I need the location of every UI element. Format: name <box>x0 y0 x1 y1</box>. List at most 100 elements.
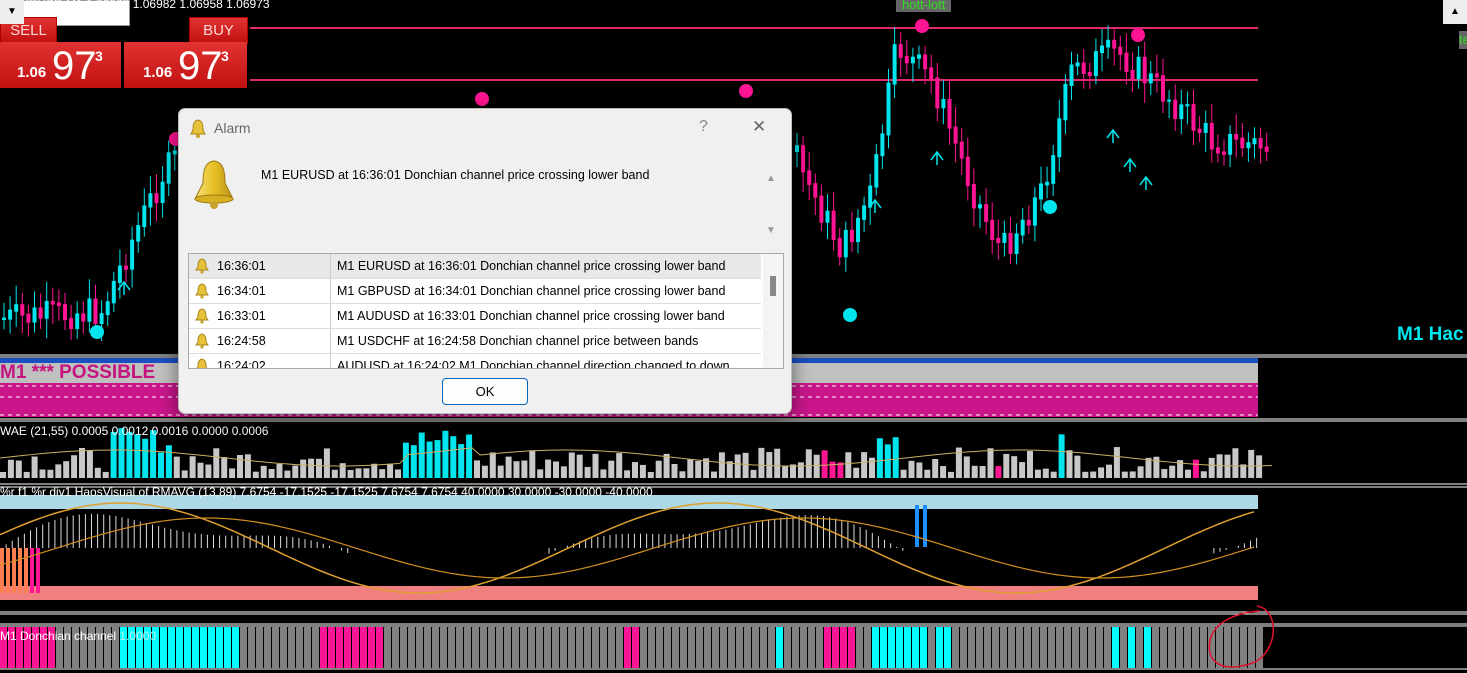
buy-button[interactable]: BUY <box>189 17 248 44</box>
donchian-bar <box>896 627 903 668</box>
overbought-band <box>0 495 1258 509</box>
histogram-bar <box>379 469 386 478</box>
donchian-bar <box>1160 627 1167 668</box>
alert-message: M1 USDCHF at 16:24:58 Donchian channel p… <box>337 334 699 348</box>
histogram-bar <box>695 460 702 478</box>
alert-message: M1 GBPUSD at 16:34:01 Donchian channel p… <box>337 284 726 298</box>
donchian-bar <box>1024 627 1031 668</box>
donchian-bar <box>8 627 15 668</box>
up-arrow-icon <box>1139 175 1153 190</box>
histogram-bar <box>592 453 599 478</box>
histogram-bar <box>276 463 283 478</box>
histogram-bar <box>347 469 354 478</box>
histogram-bar <box>316 458 322 478</box>
candle-body <box>819 195 824 223</box>
scroll-up-arrow-icon[interactable]: ▲ <box>766 173 776 184</box>
buy-price-button[interactable]: 1.06 97 3 <box>124 42 247 88</box>
alert-time: 16:33:01 <box>217 309 266 323</box>
scroll-thumb[interactable] <box>770 276 776 296</box>
signal-dot <box>739 84 753 98</box>
candle-body <box>1063 83 1068 121</box>
lot-size-input[interactable]: 15.00 <box>1403 4 1441 21</box>
candle-body <box>831 210 836 241</box>
donchian-bar <box>432 627 439 668</box>
donchian-bar <box>768 627 775 668</box>
histogram-bar <box>118 428 125 478</box>
candle-body <box>825 210 830 223</box>
donchian-bar <box>648 627 655 668</box>
histogram-bar <box>197 462 204 478</box>
histogram-bar <box>442 430 449 478</box>
histogram-bar <box>924 469 931 478</box>
donchian-bar <box>1136 627 1143 668</box>
donchian-bar <box>256 627 263 668</box>
histogram-bar <box>0 471 6 478</box>
message-scrollbar[interactable]: ▲ ▼ <box>764 167 778 245</box>
histogram-bar <box>221 457 228 478</box>
lot-size-stepper[interactable]: ▼ 15.00 ▲ <box>0 0 1467 26</box>
donchian-bar <box>696 627 703 668</box>
donchian-bar <box>512 627 519 668</box>
donchian-bar <box>392 627 399 668</box>
alert-row[interactable]: 16:34:01 M1 GBPUSD at 16:34:01 Donchian c… <box>189 279 761 304</box>
increase-lot-button[interactable]: ▲ <box>1443 0 1467 24</box>
donchian-bar <box>448 627 455 668</box>
histogram-bar <box>158 452 164 478</box>
donchian-bar <box>792 627 799 668</box>
ok-button[interactable]: OK <box>442 378 528 405</box>
donchian-bar <box>520 627 527 668</box>
donchian-bar <box>720 627 727 668</box>
histogram-bar <box>829 461 836 478</box>
histogram-bar <box>513 461 520 478</box>
histogram-bar <box>426 441 433 478</box>
sell-price-button[interactable]: 1.06 97 3 <box>0 42 121 88</box>
donchian-bar <box>400 627 407 668</box>
candle-body <box>142 205 147 228</box>
donchian-bar <box>776 627 783 668</box>
donchian-bar <box>232 627 239 668</box>
alert-row[interactable]: 16:33:01 M1 AUDUSD at 16:33:01 Donchian c… <box>189 304 761 329</box>
alert-history-list[interactable]: 16:36:01 M1 EURUSD at 16:36:01 Donchian c… <box>188 253 784 369</box>
donchian-bar <box>952 627 959 668</box>
histogram-bar <box>1074 455 1081 478</box>
histogram-bar <box>205 464 212 478</box>
candle-body <box>1045 181 1050 186</box>
help-button[interactable]: ? <box>699 118 708 135</box>
candle-body <box>1179 104 1184 120</box>
donchian-bar <box>1016 627 1023 668</box>
donchian-bar <box>848 627 855 668</box>
histogram-bar <box>110 431 117 478</box>
candle-body <box>1093 51 1098 77</box>
candle-body <box>1228 133 1233 155</box>
alert-row[interactable]: 16:24:58 M1 USDCHF at 16:24:58 Donchian c… <box>189 329 761 354</box>
donchian-bar <box>712 627 719 668</box>
signal-dot <box>915 19 929 33</box>
rsi-bar <box>6 548 10 593</box>
candle-body <box>1258 138 1263 149</box>
histogram-bar <box>1027 450 1033 478</box>
list-scrollbar[interactable] <box>763 254 783 368</box>
decrease-lot-button[interactable]: ▼ <box>0 0 24 24</box>
bell-icon <box>195 333 209 349</box>
histogram-bar <box>766 452 773 478</box>
histogram-bar <box>687 459 694 478</box>
candle-body <box>874 154 879 188</box>
donchian-bar <box>1176 627 1183 668</box>
alert-row[interactable]: 16:36:01 M1 EURUSD at 16:36:01 Donchian c… <box>189 254 761 279</box>
histogram-bar <box>1011 456 1018 478</box>
scroll-down-arrow-icon[interactable]: ▼ <box>766 225 776 236</box>
donchian-bar <box>1152 627 1159 668</box>
histogram-bar <box>1098 467 1105 478</box>
histogram-bar <box>703 458 710 478</box>
close-button[interactable]: ✕ <box>752 117 767 136</box>
candle-body <box>898 44 903 58</box>
donchian-bar <box>264 627 271 668</box>
donchian-bar <box>784 627 791 668</box>
alert-row[interactable]: 16:24:02 AUDUSD at 16:24:02 M1 Donchian c… <box>189 354 761 368</box>
candle-body <box>996 237 1001 243</box>
histogram-bar <box>647 471 654 478</box>
donchian-bar <box>872 627 879 668</box>
candle-body <box>795 145 799 152</box>
candle-body <box>868 185 873 208</box>
histogram-bar <box>521 460 528 478</box>
